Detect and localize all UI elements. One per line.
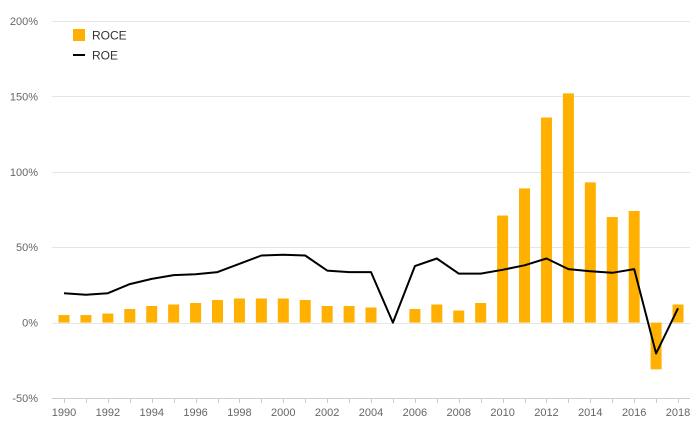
roce-bar: [212, 299, 224, 323]
roce-bar: [365, 307, 377, 323]
x-tick-label: 2002: [315, 407, 339, 419]
roce-bar: [650, 322, 662, 370]
roce-bar: [584, 182, 596, 323]
roce-bar: [190, 302, 202, 323]
x-tick-label: 1992: [96, 407, 120, 419]
y-tick-label: 200%: [10, 16, 38, 28]
x-tick-label: 2018: [666, 407, 690, 419]
roce-bar: [146, 306, 158, 323]
roe-line: [63, 253, 679, 355]
roce-bar: [168, 304, 180, 323]
grid-lines: [52, 21, 690, 324]
roce-bar: [628, 211, 640, 323]
roce-bar: [540, 117, 552, 323]
x-tick-label: 2000: [271, 407, 295, 419]
roce-bar: [321, 306, 333, 323]
legend-roe-label: ROE: [92, 49, 118, 63]
x-tick-label: 2016: [622, 407, 646, 419]
y-tick-label: 150%: [10, 91, 38, 103]
roce-bar: [475, 302, 487, 323]
legend-roce-label: ROCE: [92, 29, 127, 43]
x-axis-tick-labels: 1990 1992 1994 1996 1998 2000 2002 2004 2006 2008…: [52, 398, 690, 419]
x-tick-label: 2010: [490, 407, 514, 419]
roce-bar: [299, 299, 311, 323]
legend-roce-swatch: [73, 29, 85, 41]
roce-bar: [80, 315, 92, 323]
roce-bar: [453, 310, 465, 323]
roce-bar: [343, 306, 355, 323]
roce-bar: [233, 298, 245, 323]
x-tick-label: 2012: [534, 407, 558, 419]
roce-bar: [431, 304, 443, 323]
y-axis-tick-labels: -50% 0% 50% 100% 150% 200%: [10, 16, 38, 405]
y-tick-label: 100%: [10, 167, 38, 179]
roce-bar: [124, 309, 136, 323]
roe-line-path: [63, 253, 679, 355]
roce-bar: [277, 298, 289, 323]
x-tick-label: 1990: [52, 407, 76, 419]
y-tick-label: 50%: [16, 242, 38, 254]
y-tick-label: -50%: [12, 393, 38, 405]
x-tick-label: 2014: [578, 407, 602, 419]
roce-bar: [519, 188, 531, 323]
roce-bar: [606, 217, 618, 323]
roce-bar: [255, 298, 267, 323]
legend: ROCE ROE: [73, 29, 127, 63]
roce-bar: [102, 313, 114, 323]
x-tick-label: 2004: [359, 407, 383, 419]
roce-bar: [672, 304, 684, 323]
x-tick-label: 1994: [139, 407, 163, 419]
y-tick-label: 0%: [22, 318, 38, 330]
roce-bar: [562, 93, 574, 323]
roce-bars: [58, 93, 684, 370]
x-tick-label: 1998: [227, 407, 251, 419]
x-tick-label: 2006: [403, 407, 427, 419]
x-tick-label: 2008: [446, 407, 470, 419]
roce-bar: [58, 315, 70, 323]
x-tick-label: 1996: [183, 407, 207, 419]
roce-bar: [409, 309, 421, 323]
